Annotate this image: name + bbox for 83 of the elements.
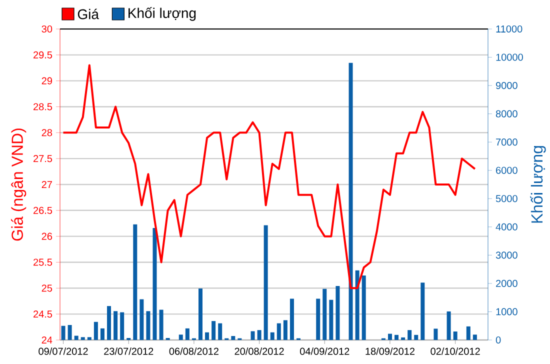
- y-tick-label: 27: [42, 181, 52, 188]
- y-tick-label: 25: [42, 284, 52, 292]
- y2-tick-label: 7000: [496, 138, 518, 146]
- bar: [355, 270, 360, 340]
- bar: [120, 312, 124, 340]
- y2-tick-label: 4000: [496, 223, 518, 230]
- y2-tick-label: 9000: [496, 82, 518, 90]
- bar: [453, 332, 458, 340]
- y-tick-label: 28.5: [34, 103, 52, 110]
- bar: [270, 332, 274, 340]
- bar: [198, 288, 202, 340]
- bar: [152, 228, 157, 340]
- y-tick-label: 24.5: [34, 310, 52, 318]
- bar: [257, 330, 262, 340]
- bar: [61, 326, 66, 340]
- bar: [264, 225, 268, 340]
- y-tick-label: 25.5: [34, 258, 52, 266]
- bar: [185, 328, 190, 340]
- x-tick-label: 04/09/2012: [300, 348, 350, 355]
- bar: [414, 334, 418, 340]
- bar: [250, 331, 255, 340]
- bar: [408, 330, 412, 340]
- y2-tick-label: 6000: [496, 166, 518, 174]
- x-tick-label: 02/10/2012: [430, 348, 480, 355]
- bar: [394, 334, 399, 340]
- y2-tick-label: 0: [496, 336, 501, 344]
- bar: [388, 334, 392, 340]
- y-tick-label: 30: [42, 25, 52, 33]
- x-tick-label: 09/07/2012: [38, 348, 88, 355]
- legend-label: Giá: [78, 8, 99, 20]
- bar: [159, 310, 164, 340]
- y2-tick-label: 1000: [496, 308, 518, 316]
- bar: [434, 328, 438, 340]
- x-tick-label: 06/08/2012: [169, 348, 218, 355]
- bar: [420, 282, 425, 340]
- bar: [68, 325, 72, 340]
- bar: [205, 332, 210, 340]
- y-tick-label: 29: [42, 77, 52, 84]
- bar: [133, 224, 138, 340]
- y-tick-label: 26: [42, 232, 52, 240]
- bar: [316, 298, 320, 340]
- y2-tick-label: 11000: [496, 25, 522, 33]
- bar: [329, 300, 334, 340]
- bar: [322, 288, 327, 340]
- x-tick-label: 18/09/2012: [366, 348, 415, 355]
- bar: [100, 328, 104, 340]
- y-tick-label: 29.5: [34, 51, 52, 58]
- bar: [212, 321, 216, 340]
- y-tick-label: 26.5: [34, 206, 52, 214]
- y2-axis-title: Khối lượng: [530, 146, 546, 223]
- bar: [114, 311, 118, 340]
- y2-tick-label: 8000: [496, 110, 518, 118]
- bar: [87, 337, 92, 340]
- bar: [94, 322, 98, 340]
- y2-tick-label: 5000: [496, 195, 518, 202]
- bar: [140, 299, 144, 340]
- legend-label: Khối lượng: [128, 7, 196, 21]
- bar: [107, 306, 112, 340]
- y2-tick-label: 3000: [496, 252, 518, 259]
- y-tick-label: 24: [42, 336, 52, 344]
- x-tick-label: 23/07/2012: [104, 348, 154, 355]
- bar: [446, 311, 451, 340]
- bar: [348, 62, 353, 340]
- y-tick-label: 28: [42, 129, 52, 136]
- bar: [362, 276, 366, 340]
- bar: [290, 298, 294, 340]
- bar: [472, 334, 477, 340]
- bar: [466, 326, 470, 340]
- bar: [283, 320, 288, 340]
- bar: [218, 323, 222, 340]
- bar: [146, 311, 150, 340]
- y-tick-label: 27.5: [34, 155, 52, 162]
- bar: [80, 337, 85, 340]
- y-axis-title: Giá (ngân VND): [11, 128, 26, 241]
- bar: [178, 334, 183, 340]
- y2-tick-label: 2000: [496, 280, 518, 287]
- bar: [74, 336, 78, 340]
- y2-tick-label: 10000: [496, 54, 523, 61]
- bar: [231, 336, 236, 340]
- x-tick-label: 20/08/2012: [234, 348, 284, 355]
- bar: [276, 323, 281, 340]
- bar: [336, 286, 340, 340]
- bar: [401, 337, 406, 340]
